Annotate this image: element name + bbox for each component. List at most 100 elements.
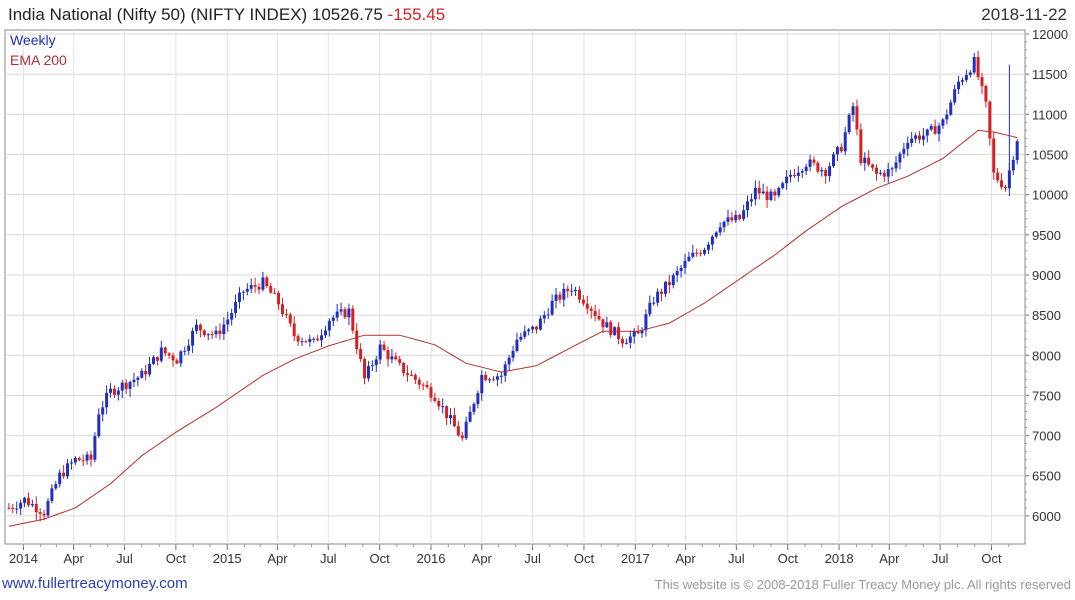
candle-body (675, 271, 679, 276)
candle-body (1003, 187, 1007, 189)
candle-body (183, 350, 187, 352)
candle-body (902, 148, 906, 154)
candle-body (753, 187, 757, 200)
candle-body (343, 309, 347, 318)
candle-body (97, 414, 101, 437)
candle-body (835, 147, 839, 155)
candle-body (945, 114, 949, 120)
candle-body (609, 322, 613, 335)
candle-body (488, 379, 492, 381)
candle-body (906, 142, 910, 149)
candle-body (128, 382, 132, 389)
candle-body (171, 355, 175, 361)
candle-body (554, 294, 558, 301)
candle-body (890, 168, 894, 170)
candle-body (89, 454, 93, 460)
candle-body (726, 217, 730, 222)
candle-body (695, 252, 699, 254)
candle-body (566, 288, 570, 292)
candle-body (499, 375, 503, 377)
candle-body (452, 415, 456, 427)
candle-body (402, 362, 406, 374)
candle-body (54, 484, 58, 489)
candle-body (218, 330, 222, 335)
candle-body (50, 488, 54, 501)
candle-body (429, 387, 433, 398)
candle-body (292, 323, 296, 337)
candle-body (914, 135, 918, 139)
candle-body (175, 360, 179, 364)
candle-body (562, 288, 566, 300)
candle-body (718, 227, 722, 233)
candle-body (851, 106, 855, 115)
candle-body (152, 357, 156, 364)
candle-body (312, 338, 316, 340)
candle-body (363, 359, 367, 379)
y-tick-label: 11500 (1032, 67, 1067, 82)
x-tick-label: Jul (728, 551, 745, 566)
candle-body (437, 401, 441, 407)
candle-body (26, 498, 30, 506)
candle-body (11, 507, 15, 509)
copyright-notice: This website is © 2008-2018 Fuller Treac… (654, 577, 1071, 592)
candle-body (785, 176, 789, 184)
candle-body (417, 379, 421, 385)
candle-body (370, 365, 374, 367)
candle-body (523, 331, 527, 337)
candle-body (636, 331, 640, 334)
candle-body (433, 397, 437, 402)
candle-body (789, 174, 793, 177)
candle-body (105, 392, 109, 408)
y-tick-label: 10500 (1032, 147, 1068, 162)
candle-body (550, 300, 554, 315)
candle-body (492, 379, 496, 381)
candle-body (531, 326, 535, 330)
candle-body (1007, 170, 1011, 189)
candle-body (327, 320, 331, 331)
site-link[interactable]: www.fullertreacymoney.com (2, 575, 188, 592)
candle-body (46, 500, 50, 516)
candle-body (456, 426, 460, 436)
chart-title: India National (Nifty 50) (NIFTY INDEX) … (8, 5, 445, 25)
candle-body (515, 339, 519, 351)
candle-body (85, 454, 89, 461)
candle-body (781, 183, 785, 188)
candle-body (937, 125, 941, 134)
candle-body (277, 292, 281, 305)
candle-body (863, 157, 867, 164)
x-tick-label: 2015 (213, 551, 242, 566)
candle-body (601, 319, 605, 328)
y-tick-label: 10000 (1032, 188, 1068, 203)
candle-body (925, 129, 929, 136)
candle-body (73, 457, 77, 463)
candle-body (808, 159, 812, 167)
candle-body (406, 373, 410, 376)
y-tick-label: 6500 (1032, 469, 1061, 484)
candle-body (816, 162, 820, 172)
candle-body (245, 288, 249, 292)
candle-body (163, 347, 167, 354)
candle-body (683, 260, 687, 268)
x-tick-label: 2014 (9, 551, 38, 566)
candle-body (335, 311, 339, 318)
x-tick-label: Oct (369, 551, 390, 566)
candle-body (316, 338, 320, 341)
candle-body (804, 166, 808, 172)
candle-body (765, 191, 769, 200)
candle-body (663, 281, 667, 294)
x-tick-label: Oct (778, 551, 799, 566)
legend-ema: EMA 200 (10, 52, 67, 68)
candle-body (949, 102, 953, 115)
y-tick-label: 11000 (1032, 107, 1067, 122)
candle-body (421, 384, 425, 386)
candle-body (527, 329, 531, 332)
candle-body (859, 129, 863, 164)
candle-body (757, 187, 761, 194)
candle-body (476, 393, 480, 404)
candle-body (394, 356, 398, 360)
candle-body (761, 191, 765, 194)
candle-body (93, 436, 97, 460)
candle-body (351, 308, 355, 331)
candle-body (714, 232, 718, 237)
x-tick-label: Oct (574, 551, 595, 566)
